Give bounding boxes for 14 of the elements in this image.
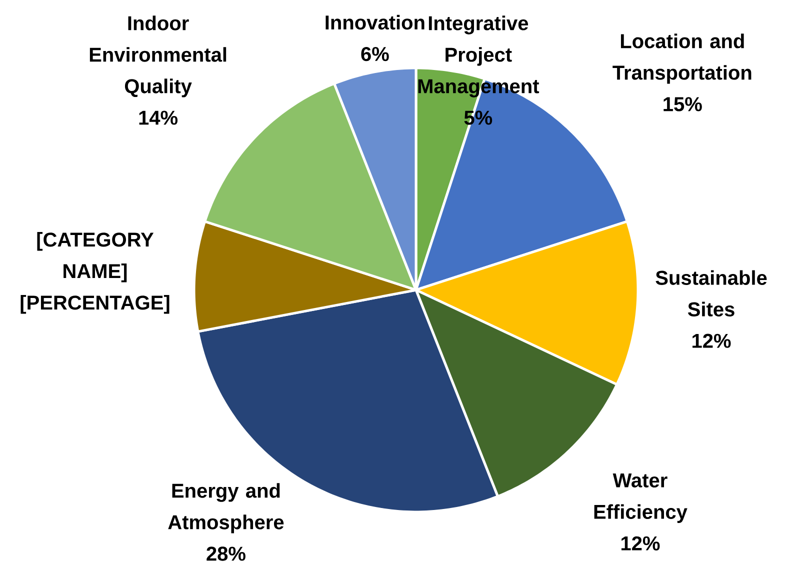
slice-label: Location and Transportation [612, 34, 752, 84]
slice-label: [CATEGORY NAME] [37, 232, 154, 282]
slice-label: Water Efficiency [594, 474, 688, 523]
data-label: 14% [139, 110, 178, 125]
slice-label: Indoor Environmental Quality [90, 16, 226, 98]
data-label: 12% [621, 536, 660, 550]
slice-label: Energy and Atmosphere [168, 483, 284, 534]
data-label: 28% [206, 546, 246, 561]
data-label: 12% [692, 334, 731, 348]
slice-label: Innovation [326, 14, 424, 30]
data-label: 6% [361, 46, 389, 62]
slice-label: Sustainable Sites [656, 270, 767, 316]
data-label: 15% [664, 97, 702, 112]
data-label: [PERCENTAGE] [20, 295, 170, 314]
